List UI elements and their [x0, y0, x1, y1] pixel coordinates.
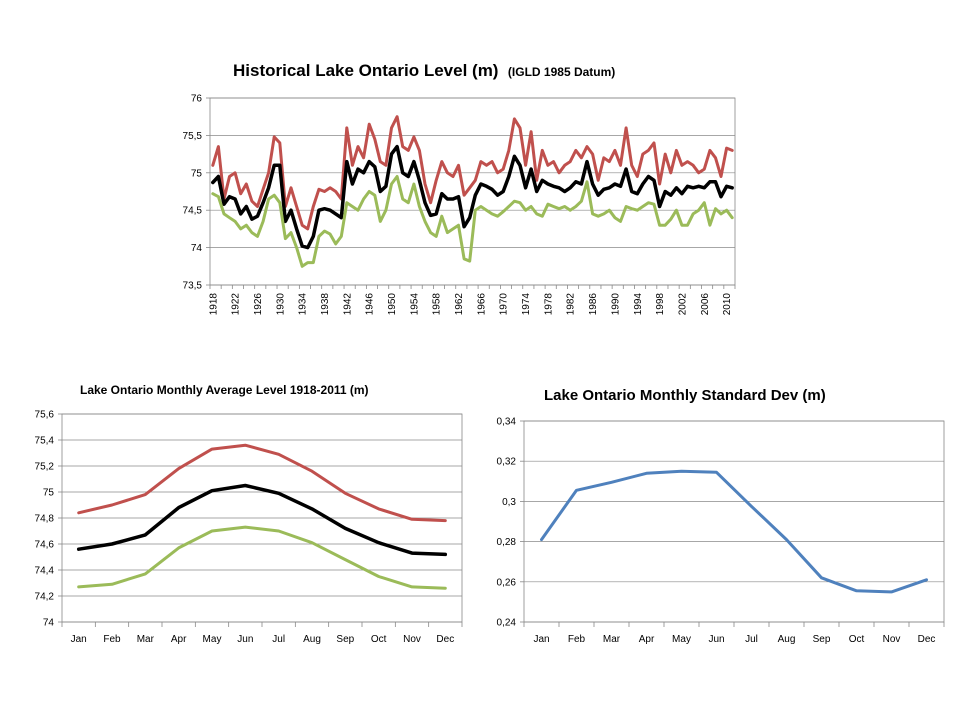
x-tick-label: 1966 [476, 293, 487, 316]
y-tick-label: 0,26 [497, 577, 517, 588]
x-tick-label: Feb [103, 634, 121, 645]
x-tick-label: 1978 [543, 293, 554, 316]
chart-title: Lake Ontario Monthly Average Level 1918-… [80, 383, 369, 397]
y-tick-label: 75 [191, 168, 203, 179]
series-line [211, 175, 734, 268]
chart-subtitle: (IGLD 1985 Datum) [508, 65, 615, 79]
series-line [211, 144, 734, 250]
historical-level-chart: Historical Lake Ontario Level (m) (IGLD … [183, 61, 736, 316]
x-tick-label: Dec [436, 634, 454, 645]
x-tick-label: 1998 [655, 293, 666, 316]
y-tick-label: 74,2 [35, 592, 55, 603]
x-tick-label: Oct [849, 634, 865, 645]
x-tick-label: 1954 [409, 293, 420, 316]
series-line [76, 483, 448, 557]
x-tick-label: 1950 [387, 293, 398, 316]
monthly-stddev-chart: Lake Ontario Monthly Standard Dev (m) 0,… [497, 387, 945, 645]
x-tick-label: Apr [171, 634, 187, 645]
x-tick-label: Jan [71, 634, 87, 645]
y-tick-label: 0,28 [497, 537, 517, 548]
x-tick-label: May [672, 634, 691, 645]
y-tick-label: 75,2 [35, 462, 55, 473]
x-tick-label: 1934 [298, 293, 309, 316]
svg-text:Historical Lake Ontario Level: Historical Lake Ontario Level (m) (IGLD … [233, 61, 615, 80]
y-tick-label: 75 [43, 488, 55, 499]
y-tick-label: 75,5 [183, 131, 203, 142]
x-tick-label: Jul [272, 634, 285, 645]
series-line [77, 443, 447, 523]
y-tick-label: 75,6 [35, 410, 55, 421]
x-tick-label: 1922 [231, 293, 242, 316]
x-tick-label: Jan [533, 634, 549, 645]
y-tick-label: 0,24 [497, 618, 517, 629]
series-line [77, 525, 447, 590]
x-tick-label: Oct [371, 634, 387, 645]
x-tick-label: Dec [918, 634, 936, 645]
y-tick-label: 0,32 [497, 457, 517, 468]
x-tick-label: Nov [883, 634, 901, 645]
y-tick-label: 0,34 [497, 417, 517, 428]
x-tick-label: Jun [708, 634, 724, 645]
x-tick-label: Jun [237, 634, 253, 645]
x-tick-label: Feb [568, 634, 586, 645]
x-tick-label: 1930 [275, 293, 286, 316]
y-tick-label: 0,3 [502, 497, 516, 508]
x-tick-label: 1970 [499, 293, 510, 316]
x-tick-label: 1974 [521, 293, 532, 316]
y-tick-label: 74,5 [183, 206, 203, 217]
x-tick-label: Sep [813, 634, 831, 645]
x-tick-label: Aug [778, 634, 796, 645]
monthly-average-chart: Lake Ontario Monthly Average Level 1918-… [35, 383, 463, 645]
x-tick-label: Jul [745, 634, 758, 645]
x-tick-label: 1918 [208, 293, 219, 316]
y-tick-label: 76 [191, 94, 203, 105]
x-tick-label: 1982 [566, 293, 577, 316]
series-line [211, 115, 734, 231]
x-tick-label: 1958 [432, 293, 443, 316]
y-tick-label: 74,8 [35, 514, 55, 525]
y-tick-label: 74,4 [35, 566, 55, 577]
x-tick-label: May [203, 634, 222, 645]
y-tick-label: 73,5 [183, 281, 203, 292]
x-tick-label: Mar [137, 634, 155, 645]
chart-title: Historical Lake Ontario Level (m) [233, 61, 498, 80]
x-tick-label: 2002 [677, 293, 688, 316]
x-tick-label: Nov [403, 634, 421, 645]
x-tick-label: 2010 [722, 293, 733, 316]
y-tick-label: 74,6 [35, 540, 55, 551]
x-tick-label: 1962 [454, 293, 465, 316]
y-tick-label: 74 [191, 243, 203, 254]
x-tick-label: 1990 [610, 293, 621, 316]
x-tick-label: 1994 [633, 293, 644, 316]
chart-title: Lake Ontario Monthly Standard Dev (m) [544, 387, 826, 404]
x-tick-label: 1942 [342, 293, 353, 316]
x-tick-label: Apr [639, 634, 655, 645]
x-tick-label: 1938 [320, 293, 331, 316]
x-tick-label: Sep [336, 634, 354, 645]
x-tick-label: 1986 [588, 293, 599, 316]
x-tick-label: Aug [303, 634, 321, 645]
series-line [540, 469, 928, 594]
y-tick-label: 74 [43, 618, 55, 629]
y-tick-label: 75,4 [35, 436, 55, 447]
x-tick-label: 1926 [253, 293, 264, 316]
x-tick-label: Mar [603, 634, 621, 645]
x-tick-label: 1946 [365, 293, 376, 316]
x-tick-label: 2006 [700, 293, 711, 316]
